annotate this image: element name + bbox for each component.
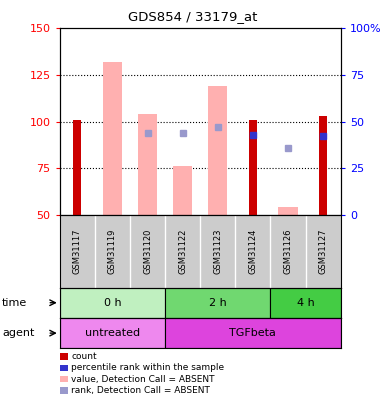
Text: agent: agent	[2, 328, 34, 338]
Bar	[165, 318, 341, 348]
Text: GSM31119: GSM31119	[108, 228, 117, 274]
Text: untreated: untreated	[85, 328, 140, 338]
Bar	[165, 288, 270, 318]
Text: GSM31126: GSM31126	[283, 228, 293, 274]
Text: GSM31124: GSM31124	[248, 228, 258, 274]
Bar	[270, 288, 341, 318]
Text: count: count	[71, 352, 97, 361]
Text: GSM31123: GSM31123	[213, 228, 222, 274]
Text: 4 h: 4 h	[297, 298, 315, 308]
Text: GSM31120: GSM31120	[143, 228, 152, 274]
Bar	[60, 318, 165, 348]
Text: 2 h: 2 h	[209, 298, 227, 308]
Text: GSM31117: GSM31117	[73, 228, 82, 274]
Text: value, Detection Call = ABSENT: value, Detection Call = ABSENT	[71, 375, 215, 384]
Bar	[208, 86, 228, 215]
Text: GSM31122: GSM31122	[178, 228, 187, 274]
Bar	[173, 166, 192, 215]
Text: rank, Detection Call = ABSENT: rank, Detection Call = ABSENT	[71, 386, 210, 395]
Bar	[60, 288, 165, 318]
Text: GDS854 / 33179_at: GDS854 / 33179_at	[128, 10, 257, 23]
Text: 0 h: 0 h	[104, 298, 121, 308]
Bar	[278, 207, 298, 215]
Bar	[319, 116, 327, 215]
Bar	[249, 119, 257, 215]
Bar	[138, 114, 157, 215]
Text: TGFbeta: TGFbeta	[229, 328, 276, 338]
Text: percentile rank within the sample: percentile rank within the sample	[71, 363, 224, 372]
Bar	[103, 62, 122, 215]
Bar	[74, 119, 81, 215]
Text: GSM31127: GSM31127	[319, 228, 328, 274]
Text: time: time	[2, 298, 27, 308]
